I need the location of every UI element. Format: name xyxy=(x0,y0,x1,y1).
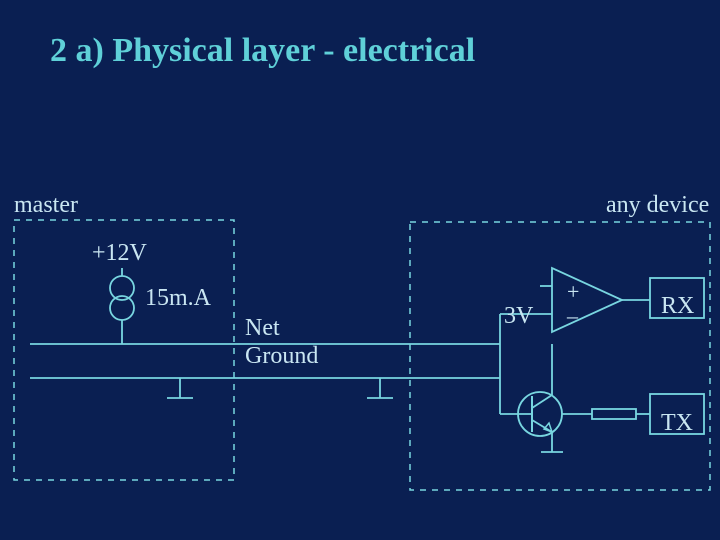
label-minus: – xyxy=(567,303,578,329)
label-plus: + xyxy=(567,279,579,305)
diagram-stage: 2 a) Physical layer - electrical master … xyxy=(0,0,720,540)
circuit-svg xyxy=(0,0,720,540)
label-ground: Ground xyxy=(245,343,318,370)
label-12v: +12V xyxy=(92,240,147,267)
label-rx: RX xyxy=(661,293,694,320)
label-master: master xyxy=(14,192,78,219)
label-15ma: 15m.A xyxy=(145,285,211,312)
label-any-device: any device xyxy=(606,192,709,219)
slide-title: 2 a) Physical layer - electrical xyxy=(50,32,475,70)
label-tx: TX xyxy=(661,410,693,437)
label-3v: 3V xyxy=(504,303,533,330)
label-net: Net xyxy=(245,315,280,342)
